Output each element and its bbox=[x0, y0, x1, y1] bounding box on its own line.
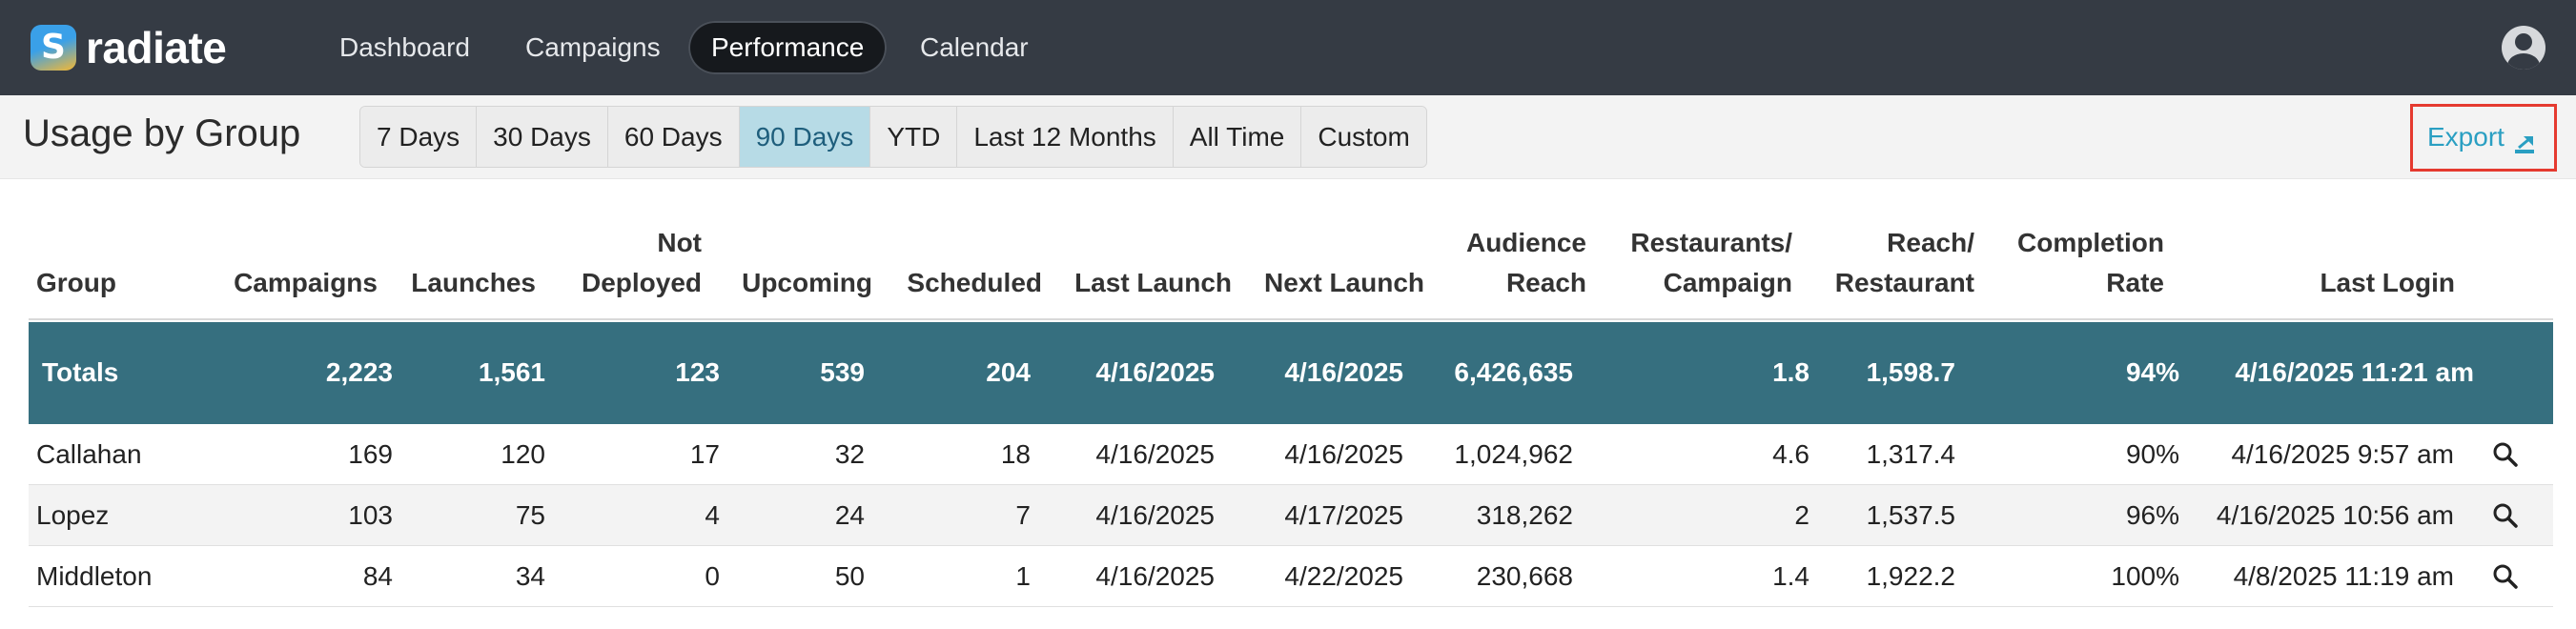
header-next-launch[interactable]: Next Launch bbox=[1263, 268, 1424, 297]
date-range-selector: 7 Days 30 Days 60 Days 90 Days YTD Last … bbox=[359, 106, 1427, 168]
cell-upcoming: 24 bbox=[834, 500, 865, 530]
header-audience-reach[interactable]: Audience Reach bbox=[1465, 228, 1586, 297]
totals-scheduled: 204 bbox=[986, 357, 1031, 387]
brand-logo[interactable]: S radiate bbox=[31, 21, 227, 74]
cell-audience-reach: 318,262 bbox=[1476, 500, 1573, 530]
table-header: Group Campaigns Launches Not Deployed Upc… bbox=[29, 217, 2553, 320]
cell-upcoming: 50 bbox=[834, 561, 865, 591]
range-last-12-months-button[interactable]: Last 12 Months bbox=[957, 107, 1174, 167]
nav-dashboard[interactable]: Dashboard bbox=[339, 32, 470, 62]
cell-restaurants-per-campaign: 4.6 bbox=[1772, 439, 1809, 469]
cell-restaurants-per-campaign: 1.4 bbox=[1772, 561, 1809, 591]
cell-not-deployed: 4 bbox=[705, 500, 720, 530]
user-avatar-icon[interactable] bbox=[2502, 26, 2545, 70]
table-row[interactable]: Callahan 169 120 17 32 18 4/16/2025 4/16… bbox=[29, 424, 2553, 485]
totals-launches: 1,561 bbox=[478, 357, 545, 387]
totals-last-login: 4/16/2025 11:21 am bbox=[2235, 357, 2474, 387]
cell-completion-rate: 90% bbox=[2125, 439, 2179, 469]
cell-last-login: 4/16/2025 9:57 am bbox=[2231, 439, 2454, 469]
header-reach-per-restaurant[interactable]: Reach/Restaurant bbox=[1834, 228, 1974, 297]
cell-campaigns: 84 bbox=[362, 561, 393, 591]
cell-reach-per-restaurant: 1,922.2 bbox=[1866, 561, 1955, 591]
cell-reach-per-restaurant: 1,317.4 bbox=[1866, 439, 1955, 469]
cell-scheduled: 1 bbox=[1015, 561, 1031, 591]
cell-not-deployed: 0 bbox=[705, 561, 720, 591]
header-scheduled[interactable]: Scheduled bbox=[907, 268, 1042, 297]
cell-launches: 34 bbox=[515, 561, 545, 591]
header-launches[interactable]: Launches bbox=[411, 268, 536, 297]
totals-upcoming: 539 bbox=[820, 357, 865, 387]
magnifier-icon[interactable] bbox=[2492, 563, 2519, 590]
cell-last-launch: 4/16/2025 bbox=[1095, 561, 1215, 591]
totals-row: Totals 2,223 1,561 123 539 204 4/16/2025… bbox=[29, 322, 2553, 424]
totals-last-launch: 4/16/2025 bbox=[1095, 357, 1215, 387]
cell-next-launch: 4/17/2025 bbox=[1284, 500, 1403, 530]
cell-next-launch: 4/22/2025 bbox=[1284, 561, 1403, 591]
header-last-login[interactable]: Last Login bbox=[2320, 268, 2455, 297]
totals-completion-rate: 94% bbox=[2125, 357, 2179, 387]
cell-audience-reach: 230,668 bbox=[1476, 561, 1573, 591]
range-7-days-button[interactable]: 7 Days bbox=[360, 107, 478, 167]
export-icon bbox=[2514, 127, 2537, 153]
totals-next-launch: 4/16/2025 bbox=[1284, 357, 1403, 387]
totals-label: Totals bbox=[42, 357, 119, 387]
page-header: Usage by Group 7 Days 30 Days 60 Days 90… bbox=[0, 95, 2576, 179]
header-campaigns[interactable]: Campaigns bbox=[234, 268, 378, 297]
export-highlight-box bbox=[2410, 104, 2557, 172]
export-label: Export bbox=[2427, 122, 2504, 152]
export-button[interactable]: Export bbox=[2427, 118, 2537, 156]
cell-restaurants-per-campaign: 2 bbox=[1794, 500, 1809, 530]
header-not-deployed[interactable]: Not Deployed bbox=[581, 228, 702, 297]
page-title: Usage by Group bbox=[23, 112, 301, 154]
nav-performance[interactable]: Performance bbox=[688, 21, 888, 74]
totals-campaigns: 2,223 bbox=[325, 357, 393, 387]
cell-completion-rate: 96% bbox=[2125, 500, 2179, 530]
table-row[interactable]: Lopez 103 75 4 24 7 4/16/2025 4/17/2025 … bbox=[29, 485, 2553, 546]
cell-reach-per-restaurant: 1,537.5 bbox=[1866, 500, 1955, 530]
brand-name: radiate bbox=[86, 23, 227, 72]
cell-launches: 120 bbox=[501, 439, 545, 469]
cell-last-login: 4/8/2025 11:19 am bbox=[2233, 561, 2454, 591]
totals-restaurants-per-campaign: 1.8 bbox=[1772, 357, 1809, 387]
logo-mark-icon: S bbox=[31, 25, 76, 71]
cell-campaigns: 169 bbox=[348, 439, 393, 469]
cell-audience-reach: 1,024,962 bbox=[1454, 439, 1573, 469]
header-last-launch[interactable]: Last Launch bbox=[1074, 268, 1232, 297]
cell-not-deployed: 17 bbox=[689, 439, 720, 469]
totals-audience-reach: 6,426,635 bbox=[1454, 357, 1573, 387]
range-30-days-button[interactable]: 30 Days bbox=[477, 107, 608, 167]
magnifier-icon[interactable] bbox=[2492, 502, 2519, 529]
magnifier-icon[interactable] bbox=[2492, 441, 2519, 468]
range-90-days-button[interactable]: 90 Days bbox=[739, 107, 871, 167]
cell-scheduled: 18 bbox=[1000, 439, 1031, 469]
header-restaurants-per-campaign[interactable]: Restaurants/Campaign bbox=[1630, 228, 1792, 297]
range-custom-button[interactable]: Custom bbox=[1301, 107, 1426, 167]
top-navigation-bar: S radiate Dashboard Campaigns Performanc… bbox=[0, 0, 2576, 95]
cell-upcoming: 32 bbox=[834, 439, 865, 469]
header-completion-rate[interactable]: Completion Rate bbox=[2017, 228, 2164, 297]
cell-last-launch: 4/16/2025 bbox=[1095, 439, 1215, 469]
cell-last-launch: 4/16/2025 bbox=[1095, 500, 1215, 530]
cell-group: Middleton bbox=[36, 561, 153, 591]
cell-next-launch: 4/16/2025 bbox=[1284, 439, 1403, 469]
cell-campaigns: 103 bbox=[348, 500, 393, 530]
cell-group: Lopez bbox=[36, 500, 110, 530]
header-upcoming[interactable]: Upcoming bbox=[742, 268, 872, 297]
header-group[interactable]: Group bbox=[36, 268, 116, 297]
cell-scheduled: 7 bbox=[1015, 500, 1031, 530]
cell-launches: 75 bbox=[515, 500, 545, 530]
totals-reach-per-restaurant: 1,598.7 bbox=[1866, 357, 1955, 387]
range-ytd-button[interactable]: YTD bbox=[870, 107, 958, 167]
cell-group: Callahan bbox=[36, 439, 142, 469]
totals-not-deployed: 123 bbox=[675, 357, 720, 387]
table-row[interactable]: Middleton 84 34 0 50 1 4/16/2025 4/22/20… bbox=[29, 546, 2553, 607]
range-60-days-button[interactable]: 60 Days bbox=[607, 107, 740, 167]
nav-campaigns[interactable]: Campaigns bbox=[525, 32, 661, 62]
range-all-time-button[interactable]: All Time bbox=[1173, 107, 1302, 167]
cell-last-login: 4/16/2025 10:56 am bbox=[2216, 500, 2454, 530]
cell-completion-rate: 100% bbox=[2111, 561, 2179, 591]
nav-calendar[interactable]: Calendar bbox=[920, 32, 1029, 62]
